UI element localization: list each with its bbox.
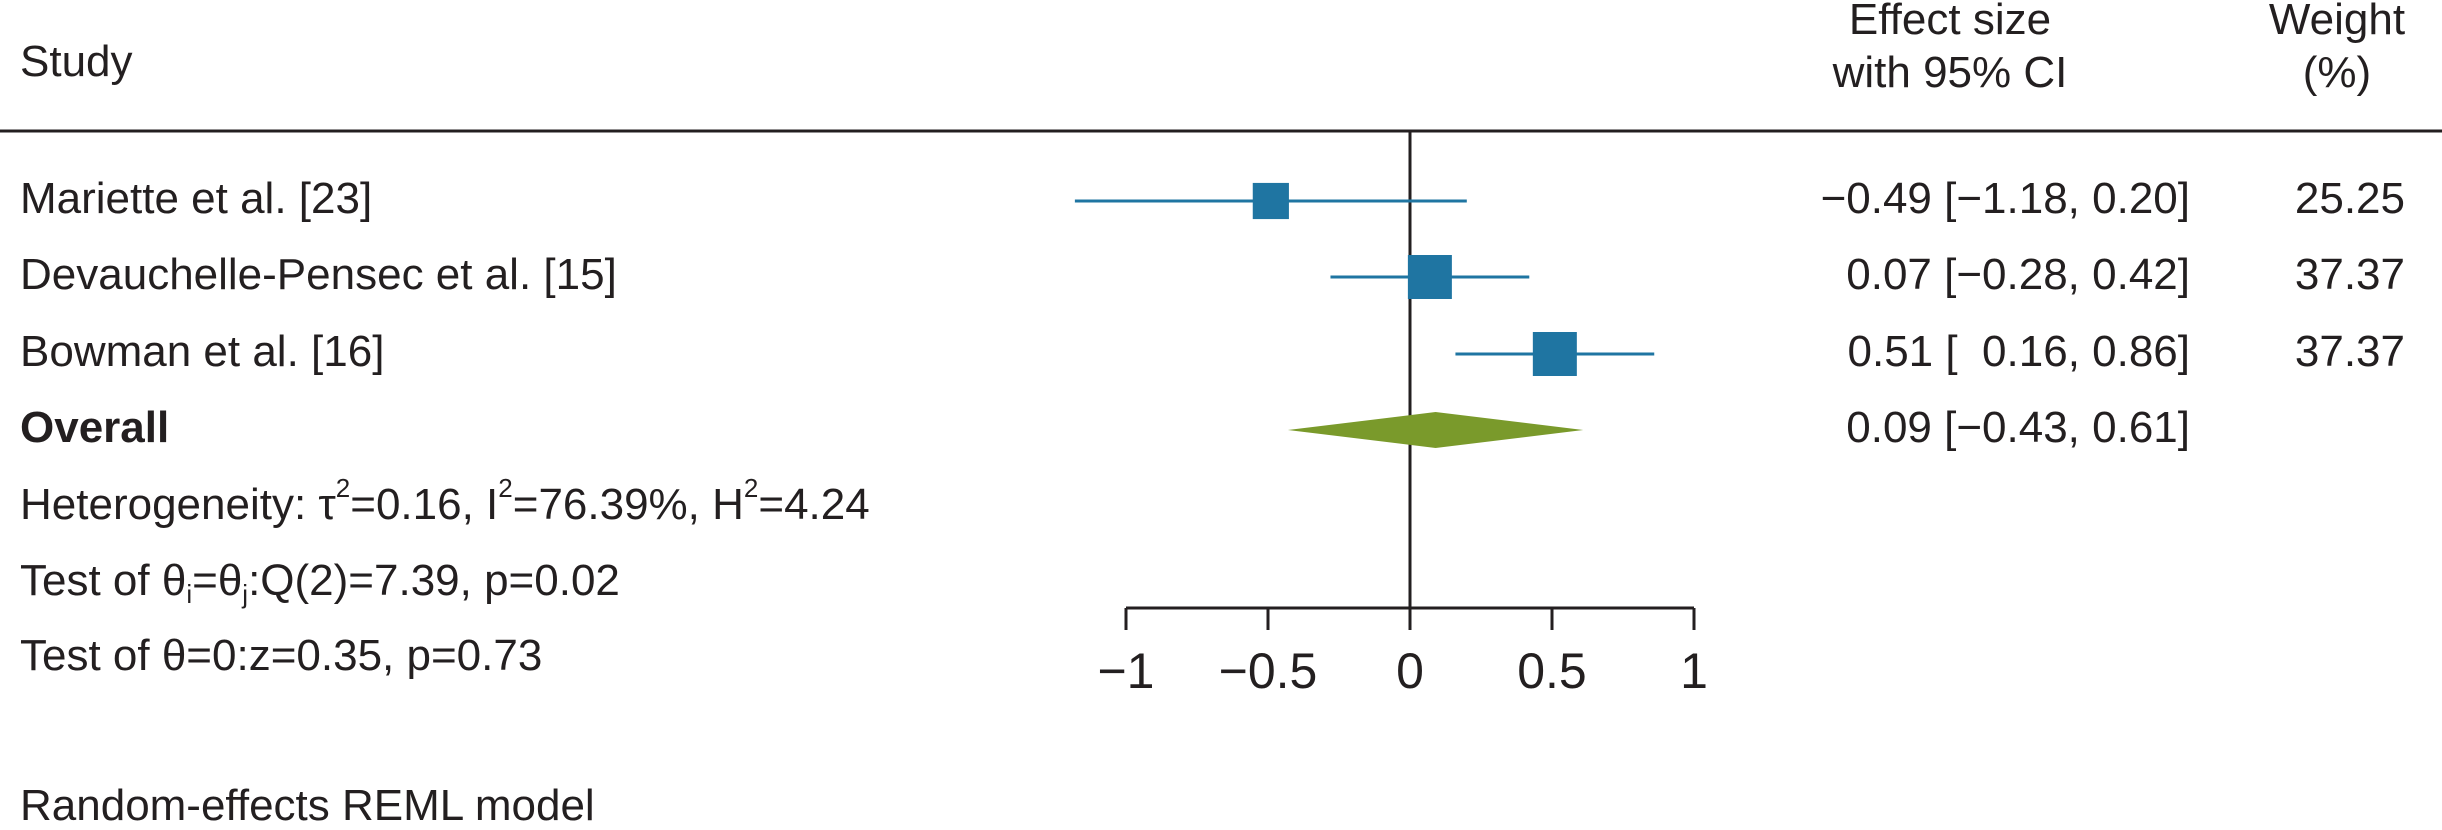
weight-header-line2: (%) bbox=[2302, 47, 2372, 97]
x-tick-label-2: 0 bbox=[1396, 643, 1424, 699]
effect-size-column-header: Effect size with 95% CI bbox=[1780, 0, 2120, 100]
overall-label: Overall bbox=[20, 403, 170, 452]
effect-marker-2 bbox=[1407, 255, 1452, 299]
effect-size-header-line2: with 95% CI bbox=[1832, 47, 2068, 97]
study-name-row-3: Bowman et al. [16] bbox=[20, 327, 385, 376]
theta-j-symbol: θ bbox=[217, 556, 243, 605]
overall-effect-test: Test of θ=0:z=0.35, p=0.73 bbox=[20, 631, 543, 680]
homogeneity-test: Test of θi=θj:Q(2)=7.39, p=0.02 bbox=[20, 556, 620, 608]
tau-symbol: τ bbox=[318, 480, 336, 529]
effect-size-header-line1: Effect size bbox=[1848, 0, 2052, 44]
theta-i-symbol: θ bbox=[161, 556, 187, 605]
weight-row-1: 25.25 bbox=[2294, 174, 2405, 223]
weight-row-3: 37.37 bbox=[2294, 327, 2405, 376]
effect-marker-1 bbox=[1252, 182, 1289, 220]
test1-prefix: Test of bbox=[20, 556, 162, 605]
heterogeneity-stat: Heterogeneity: τ2=0.16, I2=76.39%, H2=4.… bbox=[20, 475, 870, 529]
plot-layer: −1 −0.5 0 0.5 1 bbox=[1074, 131, 1708, 699]
tau-superscript: 2 bbox=[335, 473, 351, 503]
theta-i-subscript: i bbox=[186, 579, 193, 609]
tau-value: =0.16, I bbox=[350, 480, 499, 529]
model-note: Random-effects REML model bbox=[20, 781, 595, 830]
effect-ci-row-1: −0.49 [−1.18, 0.20] bbox=[1820, 174, 2190, 223]
x-tick-label-3: 0.5 bbox=[1517, 643, 1587, 699]
h-superscript: 2 bbox=[743, 473, 759, 503]
h-value: =4.24 bbox=[758, 480, 870, 529]
overall-diamond bbox=[1287, 412, 1584, 448]
theta-j-subscript: j bbox=[242, 579, 249, 609]
i-value: =76.39%, H bbox=[512, 480, 744, 529]
x-tick-label-0: −1 bbox=[1097, 643, 1154, 699]
weight-column-header: Weight (%) bbox=[2232, 0, 2442, 100]
heterogeneity-prefix: Heterogeneity: bbox=[20, 480, 319, 529]
i-superscript: 2 bbox=[498, 473, 513, 503]
x-tick-label-1: −0.5 bbox=[1219, 643, 1318, 699]
x-tick-label-4: 1 bbox=[1680, 643, 1708, 699]
study-name-row-1: Mariette et al. [23] bbox=[20, 174, 373, 223]
study-name-row-2: Devauchelle-Pensec et al. [15] bbox=[20, 250, 617, 299]
effect-ci-overall: 0.09 [−0.43, 0.61] bbox=[1846, 403, 2190, 452]
study-column-header: Study bbox=[20, 37, 133, 86]
weight-header-line1: Weight bbox=[2268, 0, 2406, 44]
test1-rest: :Q(2)=7.39, p=0.02 bbox=[248, 556, 620, 605]
effect-ci-row-2: 0.07 [−0.28, 0.42] bbox=[1846, 250, 2190, 299]
effect-marker-3 bbox=[1532, 332, 1577, 376]
equals-sign: = bbox=[192, 556, 218, 605]
weight-row-2: 37.37 bbox=[2294, 250, 2405, 299]
effect-ci-row-3: 0.51 [ 0.16, 0.86] bbox=[1847, 327, 2190, 376]
